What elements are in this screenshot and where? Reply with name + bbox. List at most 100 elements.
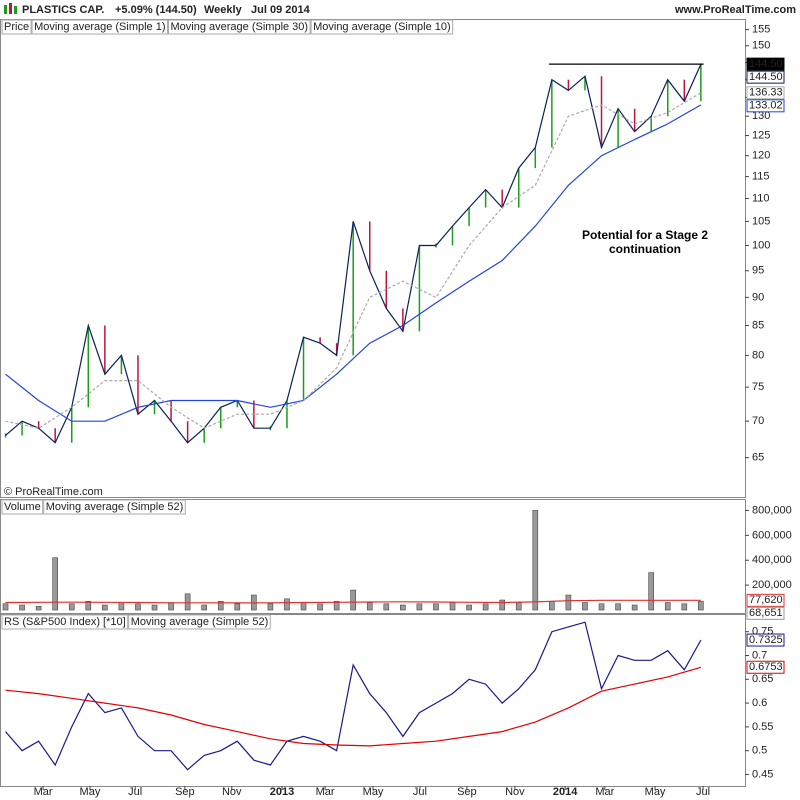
- x-tick-label: Sep: [175, 786, 195, 798]
- x-tick-label: Mar: [34, 786, 53, 798]
- y-tick-label: 65: [752, 452, 764, 464]
- y-tick-label: 120: [752, 150, 770, 162]
- volume-bar: [284, 598, 290, 611]
- volume-bar: [184, 593, 191, 611]
- legend-label: Moving average (Simple 52): [131, 616, 269, 628]
- last-value-box: [746, 633, 785, 647]
- copyright: © ProRealTime.com: [4, 486, 103, 498]
- series-line: [5, 92, 702, 429]
- volume-bar: [201, 604, 207, 611]
- y-tick-label: 0.55: [752, 721, 773, 733]
- volume-bar: [151, 604, 158, 611]
- volume-bar: [68, 603, 75, 611]
- y-tick-label: 800,000: [752, 504, 792, 516]
- legend-box: [1, 499, 44, 515]
- volume-bar: [631, 604, 638, 611]
- x-tick-label: Nov: [222, 786, 242, 798]
- volume-bar: [664, 602, 671, 611]
- y-tick-label: 90: [752, 291, 764, 303]
- x-tick-label: May: [645, 786, 666, 798]
- legend-label: Moving average (Simple 52): [46, 501, 184, 513]
- last-value-label: 133.02: [749, 100, 783, 112]
- volume-bar: [466, 604, 472, 611]
- volume-bar: [102, 604, 108, 611]
- legend-label: Price: [4, 21, 29, 33]
- volume-bar: [234, 603, 241, 611]
- series-line: [5, 666, 702, 747]
- panel-frame: [0, 499, 746, 614]
- last-value-label: 0.7325: [749, 634, 783, 646]
- last-value-box: [746, 593, 785, 607]
- annotation: Potential for a Stage 2: [582, 228, 708, 242]
- legend-label: Volume: [4, 501, 41, 513]
- last-value-label: 0.6753: [749, 661, 783, 673]
- series-line: [5, 63, 702, 444]
- y-tick-label: 85: [752, 319, 764, 331]
- header-icon: [4, 3, 17, 14]
- volume-bar: [681, 603, 688, 611]
- volume-bar: [532, 510, 539, 611]
- volume-bar: [499, 599, 505, 611]
- volume-bar: [317, 603, 323, 611]
- volume-bar: [549, 600, 555, 611]
- volume-bar: [383, 603, 390, 611]
- date: Jul 09 2014: [251, 4, 311, 16]
- legend-box: [43, 499, 186, 515]
- x-tick-label: 2013: [270, 786, 294, 798]
- y-tick-label: 400,000: [752, 554, 792, 566]
- x-tick-label: Sep: [457, 786, 477, 798]
- volume-bar: [300, 602, 307, 611]
- y-tick-label: 100: [752, 239, 770, 251]
- volume-bar: [482, 603, 489, 611]
- volume-bar: [598, 603, 605, 611]
- volume-bar: [118, 602, 125, 611]
- volume-bar: [416, 603, 423, 611]
- x-tick-label: Nov: [505, 786, 525, 798]
- x-tick-label: Jul: [696, 786, 710, 798]
- y-tick-label: 130: [752, 110, 770, 122]
- volume-bar: [582, 602, 588, 611]
- last-value-box: [746, 57, 785, 71]
- volume-bar: [135, 603, 141, 611]
- x-tick-label: Jul: [413, 786, 427, 798]
- last-value-box: [746, 606, 785, 620]
- period: Weekly: [204, 4, 243, 16]
- y-tick-label: 115: [752, 171, 770, 183]
- legend-label: Moving average (Simple 10): [313, 21, 451, 33]
- volume-bar: [565, 594, 572, 611]
- volume-bar: [615, 603, 621, 611]
- volume-bar: [433, 603, 439, 611]
- y-tick-label: 150: [752, 40, 770, 52]
- ticker: PLASTICS CAP.: [22, 4, 104, 16]
- last-value-label: 136.33: [749, 87, 783, 99]
- y-tick-label: 105: [752, 215, 770, 227]
- last-value-box: [746, 70, 785, 84]
- last-value-box: [746, 99, 785, 113]
- volume-bar: [515, 602, 522, 611]
- legend-box: [310, 19, 454, 35]
- y-tick-label: 600,000: [752, 529, 792, 541]
- y-tick-label: 0.5: [752, 745, 767, 757]
- y-tick-label: 110: [752, 192, 770, 204]
- x-tick-label: 2014: [553, 786, 578, 798]
- volume-bar: [698, 601, 704, 611]
- y-tick-label: 0.45: [752, 768, 773, 780]
- legend-label: Moving average (Simple 1): [34, 21, 165, 33]
- last-value-label: 68,651: [749, 607, 783, 619]
- volume-bar: [52, 557, 58, 611]
- volume-bar: [267, 603, 274, 611]
- legend-box: [1, 19, 32, 35]
- volume-bar: [85, 600, 92, 611]
- x-tick-label: Mar: [316, 786, 335, 798]
- volume-bar: [449, 602, 456, 611]
- volume-bar: [168, 602, 174, 611]
- y-tick-label: 95: [752, 265, 764, 277]
- annotation: continuation: [609, 242, 681, 256]
- volume-bar: [400, 604, 406, 611]
- y-tick-label: 80: [752, 349, 764, 361]
- legend-box: [1, 614, 129, 630]
- volume-bar: [366, 602, 373, 611]
- volume-bar: [19, 604, 25, 611]
